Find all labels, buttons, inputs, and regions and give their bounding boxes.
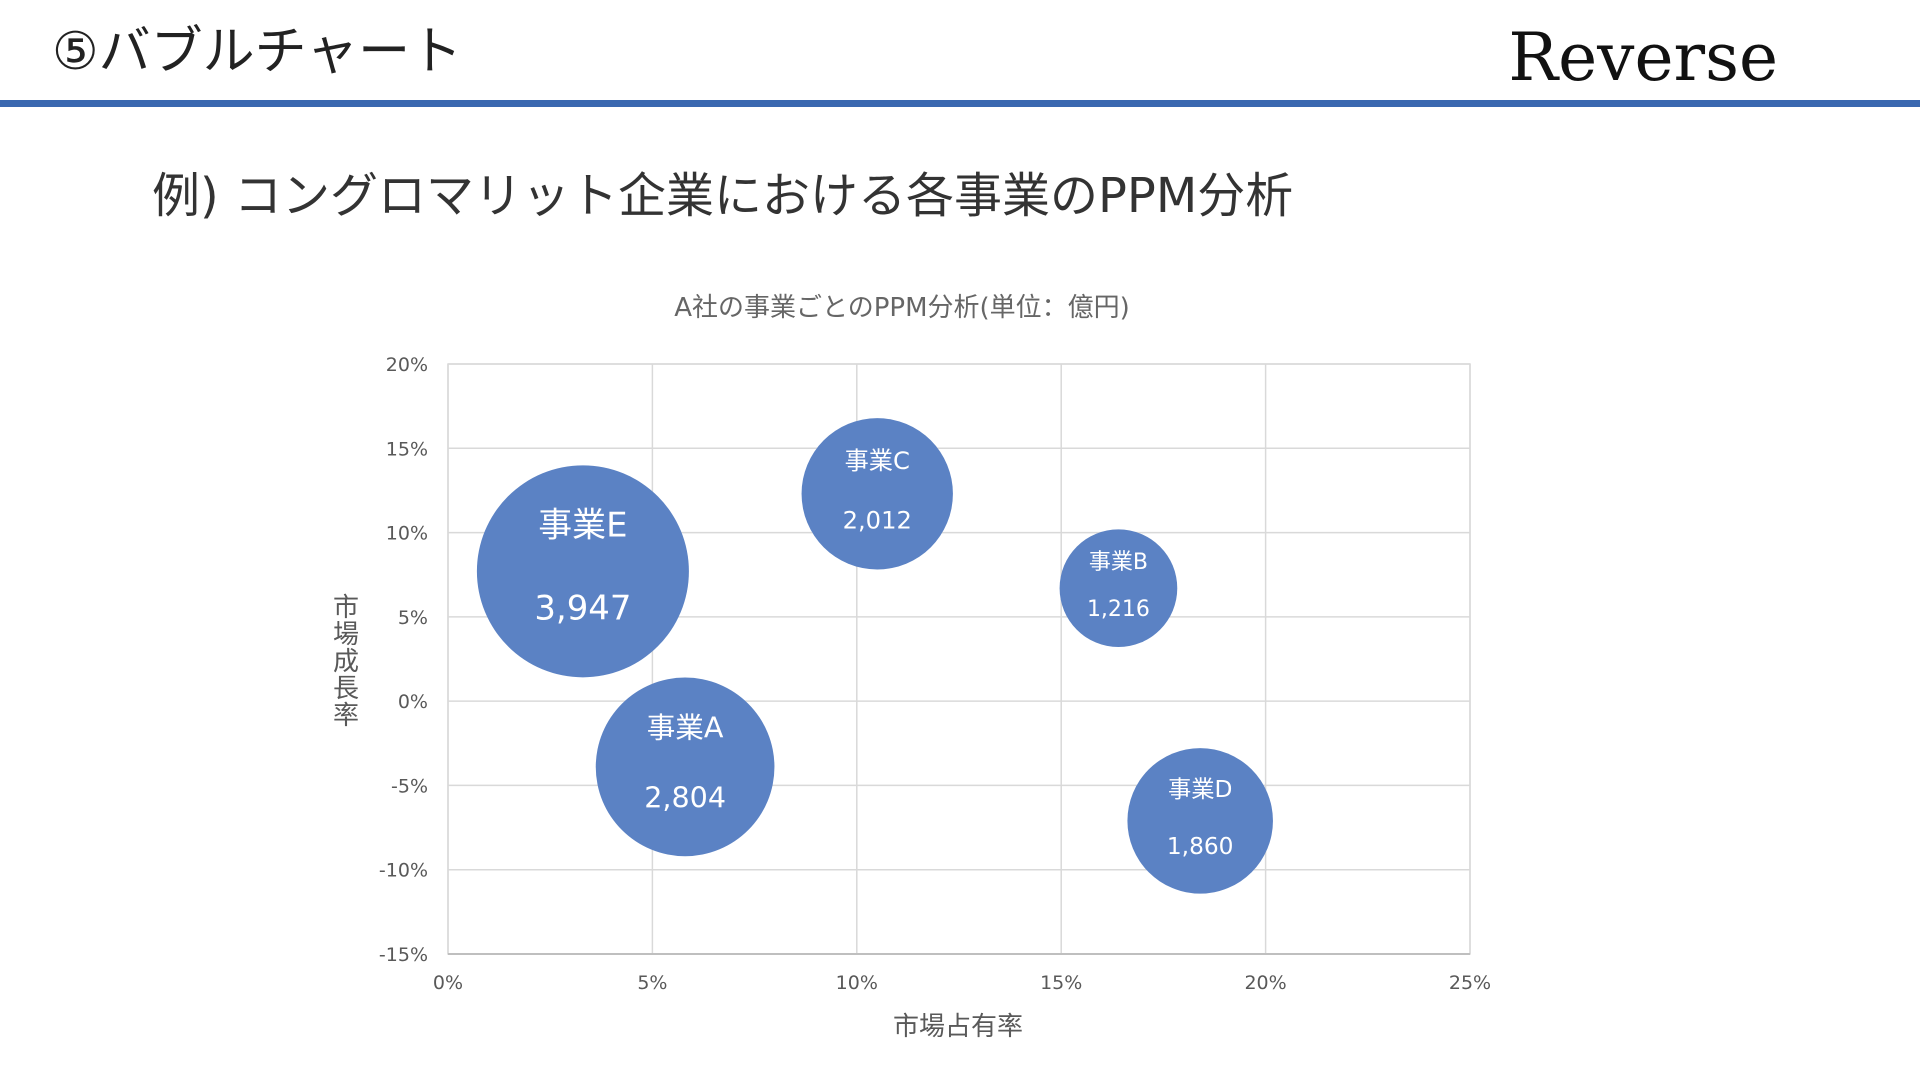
y-axis-label-char: 率 bbox=[333, 701, 359, 731]
x-tick-label: 10% bbox=[836, 972, 878, 994]
chart-bubbles: 事業E 3,947 事業A 2,804 事業C 2,012 事業B 1,216 事業D 1,860 bbox=[476, 418, 1273, 894]
y-tick-label: 10% bbox=[386, 523, 428, 545]
bubble-value-label: 2,012 bbox=[843, 506, 912, 534]
x-tick-label: 0% bbox=[433, 972, 463, 994]
y-tick-label: 0% bbox=[398, 691, 428, 713]
y-tick-label: -5% bbox=[391, 775, 428, 797]
chart-axes: -15% -10% -5% 0% 5% 10% 15% 20% 0% 5% 10% 15% 20% 25% bbox=[379, 354, 1491, 994]
bubble-value-label: 3,947 bbox=[534, 589, 631, 628]
bubble-事業C: 事業C 2,012 bbox=[801, 418, 953, 570]
slide-subtitle: 例) コングロマリット企業における各事業のPPM分析 bbox=[152, 168, 1294, 224]
bubble-value-label: 1,216 bbox=[1087, 597, 1150, 622]
y-tick-label: 5% bbox=[398, 607, 428, 629]
x-tick-label: 20% bbox=[1244, 972, 1286, 994]
bubble-circle bbox=[1127, 748, 1273, 894]
y-axis-label-char: 長 bbox=[333, 674, 359, 704]
y-tick-label: -15% bbox=[379, 944, 428, 966]
bubble-事業B: 事業B 1,216 bbox=[1059, 529, 1178, 648]
bubble-name-label: 事業C bbox=[845, 447, 910, 475]
bubble-name-label: 事業E bbox=[538, 506, 627, 545]
y-axis-label-char: 場 bbox=[333, 620, 359, 650]
bubble-circle bbox=[1059, 529, 1178, 648]
header-rule bbox=[0, 100, 1920, 107]
bubble-事業D: 事業D 1,860 bbox=[1127, 748, 1273, 894]
y-axis-label-char: 市 bbox=[333, 593, 359, 623]
slide-title: ⑤バブルチャート bbox=[52, 22, 463, 82]
bubble-事業E: 事業E 3,947 bbox=[476, 465, 689, 678]
bubble-circle bbox=[801, 418, 953, 570]
bubble-name-label: 事業D bbox=[1168, 776, 1232, 803]
y-tick-label: 15% bbox=[386, 438, 428, 460]
x-tick-label: 25% bbox=[1449, 972, 1491, 994]
y-tick-label: 20% bbox=[386, 354, 428, 376]
x-tick-label: 5% bbox=[637, 972, 667, 994]
chart-title: A社の事業ごとのPPM分析(単位：億円) bbox=[674, 293, 1130, 323]
brand-logo: Reverse bbox=[1508, 19, 1778, 96]
x-axis-label: 市場占有率 bbox=[893, 1012, 1023, 1042]
y-tick-label: -10% bbox=[379, 860, 428, 882]
x-tick-label: 15% bbox=[1040, 972, 1082, 994]
bubble-value-label: 2,804 bbox=[644, 781, 726, 815]
bubble-circle bbox=[595, 677, 775, 857]
bubble-value-label: 1,860 bbox=[1167, 833, 1234, 860]
bubble-name-label: 事業A bbox=[647, 711, 724, 745]
bubble-circle bbox=[476, 465, 689, 678]
bubble-事業A: 事業A 2,804 bbox=[595, 677, 775, 857]
bubble-name-label: 事業B bbox=[1089, 550, 1148, 575]
y-axis-label-char: 成 bbox=[333, 647, 359, 677]
